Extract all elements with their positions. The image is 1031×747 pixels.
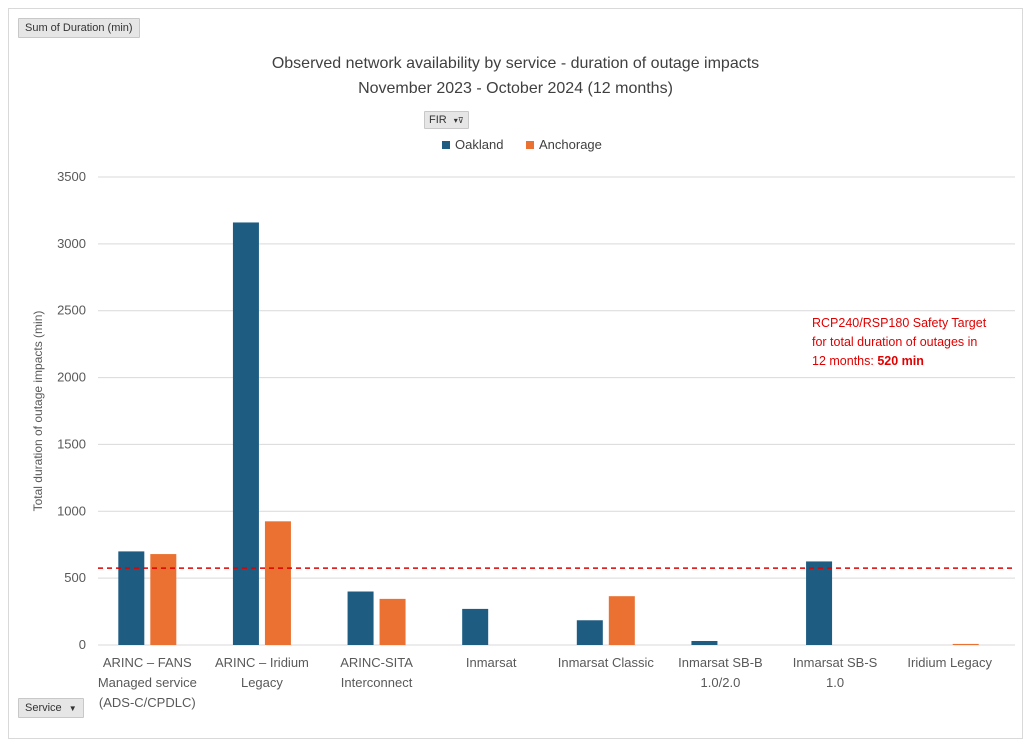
x-tick-label: 1.0 bbox=[826, 675, 844, 690]
bar-oakland-1 bbox=[232, 222, 259, 645]
x-tick-label: ARINC – Iridium bbox=[215, 655, 309, 670]
x-tick-label: (ADS-C/CPDLC) bbox=[99, 695, 196, 710]
chart-title: Observed network availability by service… bbox=[271, 55, 760, 72]
y-tick-label: 0 bbox=[79, 637, 86, 652]
service-label: Service bbox=[25, 702, 62, 714]
x-tick-label: Iridium Legacy bbox=[907, 655, 992, 670]
x-tick-label: Managed service bbox=[98, 675, 197, 690]
bar-oakland-5 bbox=[691, 640, 718, 645]
safety-target-line-1: RCP240/RSP180 Safety Target bbox=[812, 316, 987, 330]
dropdown-arrow-icon: ▼ bbox=[68, 704, 77, 713]
y-tick-label: 2000 bbox=[57, 370, 86, 385]
bar-anchorage-1 bbox=[264, 521, 291, 645]
x-tick-label: Legacy bbox=[241, 675, 283, 690]
x-tick-label: 1.0/2.0 bbox=[701, 675, 741, 690]
bar-anchorage-0 bbox=[150, 554, 177, 645]
chart-frame bbox=[8, 8, 1023, 739]
x-tick-label: Inmarsat SB-S bbox=[793, 655, 878, 670]
safety-target-line-3-text: 12 months: bbox=[812, 354, 878, 368]
fir-filter-label: FIR bbox=[429, 114, 447, 126]
bar-anchorage-2 bbox=[379, 598, 406, 645]
bar-oakland-6 bbox=[806, 561, 833, 645]
safety-target-annotation: RCP240/RSP180 Safety Target for total du… bbox=[812, 314, 1022, 371]
y-tick-label: 500 bbox=[64, 570, 86, 585]
legend-swatch-anchorage bbox=[526, 140, 534, 149]
legend-item-oakland: Oakland bbox=[442, 137, 503, 152]
y-tick-label: 3500 bbox=[57, 169, 86, 184]
sum-of-duration-label: Sum of Duration (min) bbox=[25, 22, 133, 34]
legend-swatch-oakland bbox=[442, 140, 450, 149]
x-tick-label: Inmarsat SB-B bbox=[678, 655, 763, 670]
x-tick-label: Inmarsat Classic bbox=[558, 655, 655, 670]
safety-target-line-2: for total duration of outages in bbox=[812, 335, 978, 349]
legend-label-anchorage: Anchorage bbox=[539, 137, 602, 152]
x-tick-label: ARINC-SITA bbox=[340, 655, 413, 670]
service-field-button[interactable]: Service ▼ bbox=[18, 698, 84, 718]
y-tick-label: 3000 bbox=[57, 236, 86, 251]
filter-icon: ▾⊽ bbox=[453, 116, 464, 125]
y-tick-label: 1000 bbox=[57, 503, 86, 518]
x-tick-label: ARINC – FANS bbox=[103, 655, 192, 670]
y-axis-label: Total duration of outage impacts (min) bbox=[31, 311, 45, 512]
bar-anchorage-7 bbox=[952, 643, 979, 645]
bar-oakland-3 bbox=[462, 608, 489, 645]
legend-label-oakland: Oakland bbox=[455, 137, 504, 152]
x-tick-label: Interconnect bbox=[341, 675, 413, 690]
safety-target-value: 520 min bbox=[877, 354, 924, 368]
sum-of-duration-field-button[interactable]: Sum of Duration (min) bbox=[18, 18, 140, 38]
bar-oakland-0 bbox=[118, 551, 145, 645]
y-tick-label: 1500 bbox=[57, 436, 86, 451]
bar-oakland-4 bbox=[576, 620, 603, 645]
safety-target-line-3: 12 months: 520 min bbox=[812, 352, 1022, 371]
bar-anchorage-4 bbox=[608, 596, 635, 645]
x-tick-label: Inmarsat bbox=[466, 655, 517, 670]
chart-subtitle: November 2023 - October 2024 (12 months) bbox=[358, 80, 673, 97]
fir-filter-button[interactable]: FIR ▾⊽ bbox=[424, 111, 469, 129]
bar-oakland-2 bbox=[347, 591, 374, 645]
legend-item-anchorage: Anchorage bbox=[526, 137, 602, 152]
y-tick-label: 2500 bbox=[57, 303, 86, 318]
